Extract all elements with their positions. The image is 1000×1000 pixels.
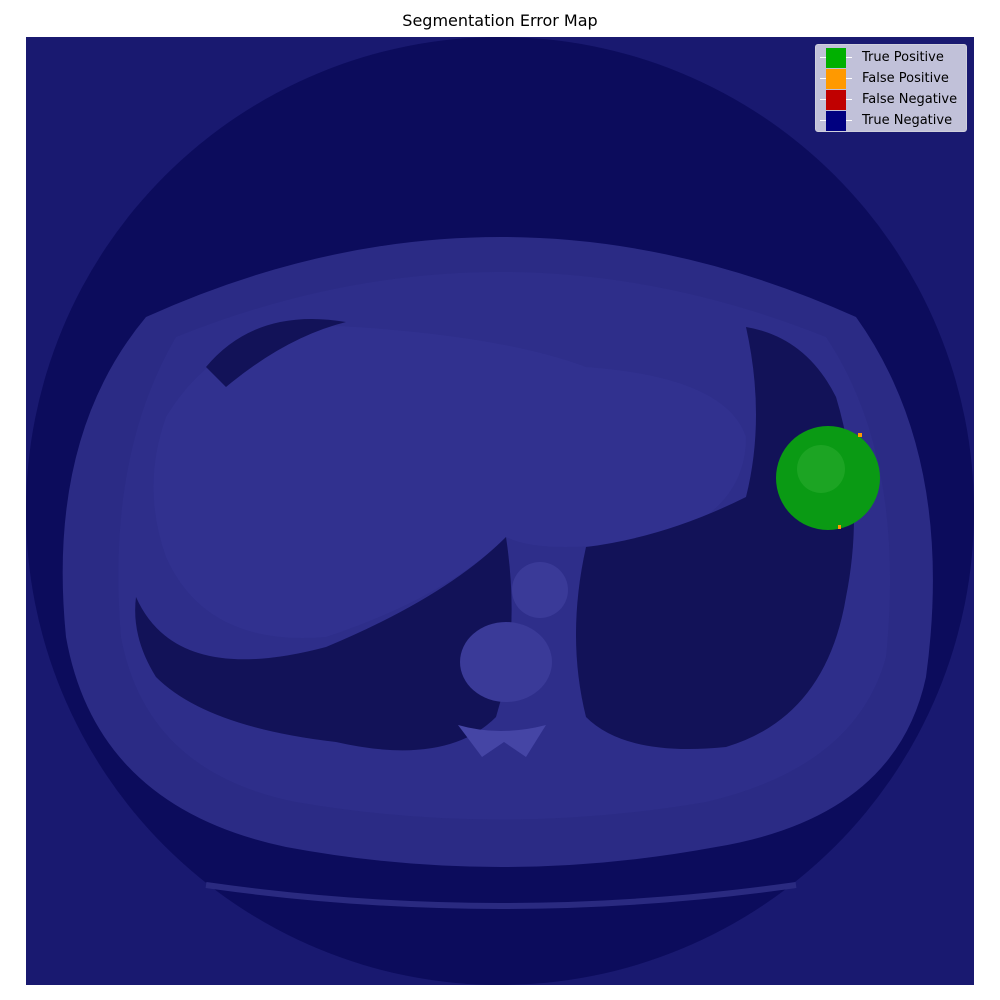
air-pocket [206, 319, 346, 387]
scanner-table [205, 882, 797, 909]
legend: True Positive False Positive False Negat… [815, 44, 967, 132]
legend-swatch [820, 47, 852, 68]
legend-swatch [820, 68, 852, 89]
vertebra [460, 622, 552, 702]
legend-item-false-positive: False Positive [820, 68, 949, 89]
false-positive-speck [858, 433, 862, 437]
true-positive-highlight [797, 445, 845, 493]
legend-label: True Negative [862, 113, 953, 128]
legend-label: False Positive [862, 71, 949, 86]
legend-item-true-positive: True Positive [820, 47, 944, 68]
legend-label: False Negative [862, 92, 958, 107]
legend-item-true-negative: True Negative [820, 110, 953, 131]
spinous-process [458, 725, 546, 757]
organ-region [153, 326, 746, 638]
segmentation-image [26, 37, 974, 985]
legend-swatch [820, 110, 852, 131]
legend-label: True Positive [862, 50, 944, 65]
legend-swatch [820, 89, 852, 110]
lung-left [135, 537, 512, 751]
figure-title: Segmentation Error Map [402, 11, 598, 30]
false-positive-speck [838, 525, 841, 529]
aorta [512, 562, 568, 618]
legend-item-false-negative: False Negative [820, 89, 958, 110]
lung-right [576, 327, 854, 749]
ct-scan-overlay [26, 37, 974, 985]
